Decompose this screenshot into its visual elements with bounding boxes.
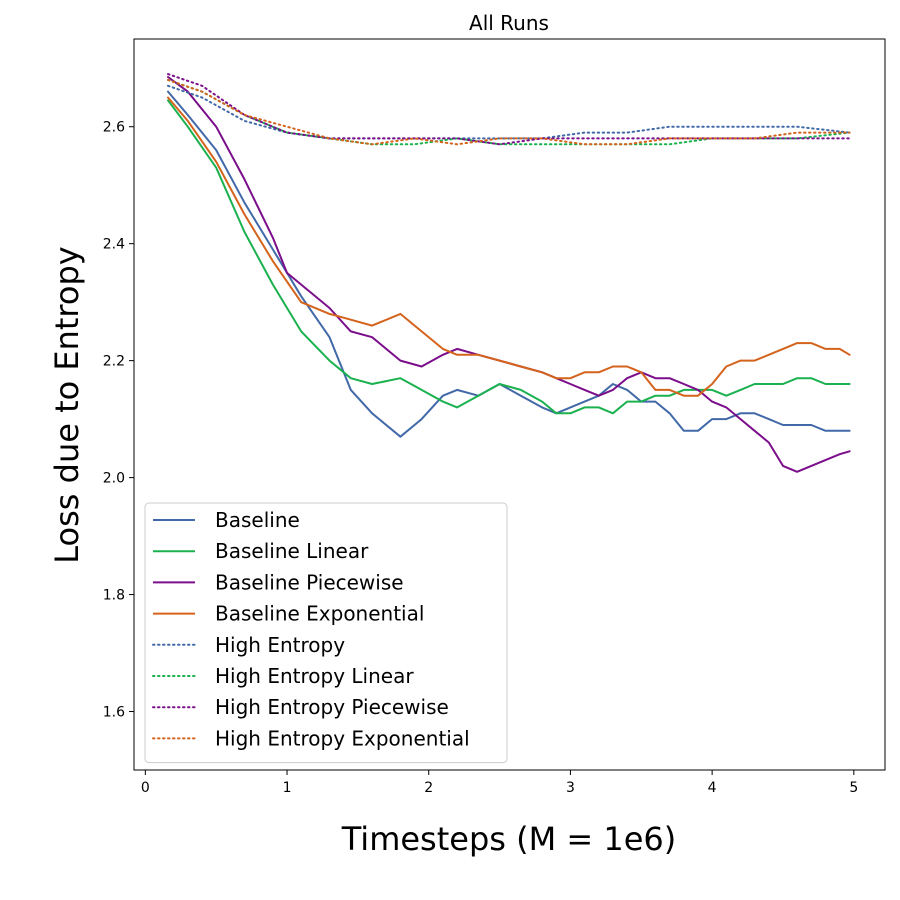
series-line-high-entropy-piecewise [167, 73, 851, 146]
y-tick-label: 2.0 [103, 471, 125, 487]
y-tick-label: 1.6 [103, 705, 125, 721]
legend-box [144, 502, 508, 764]
y-tick-label: 2.6 [103, 120, 125, 136]
legend-label: Baseline Piecewise [215, 570, 404, 594]
x-tick-label: 5 [849, 780, 858, 796]
y-tick-label: 2.4 [103, 237, 125, 253]
series-line-baseline-linear [167, 99, 851, 415]
legend: Baseline Baseline Linear Baseline Piecewis… [144, 502, 508, 764]
legend-label: High Entropy [215, 633, 345, 657]
series-line-baseline-exponential [167, 96, 851, 397]
series-line-baseline [167, 90, 851, 438]
y-tick-label: 2.2 [103, 354, 125, 370]
legend-label: Baseline Linear [215, 539, 369, 563]
series-line-high-entropy-linear [167, 78, 851, 146]
series-line-baseline-piecewise [167, 76, 851, 473]
legend-label: High Entropy Linear [215, 664, 414, 688]
legend-label: Baseline [215, 508, 300, 532]
y-axis-label: Loss due to Entropy [48, 246, 86, 563]
x-axis-label: Timesteps (M = 1e6) [341, 820, 677, 858]
series-line-high-entropy [167, 84, 851, 140]
x-axis: 0 1 2 3 4 5 [141, 770, 858, 796]
x-tick-label: 1 [283, 780, 292, 796]
x-tick-label: 4 [708, 780, 717, 796]
legend-label: Baseline Exponential [215, 602, 424, 626]
legend-label: High Entropy Piecewise [215, 695, 449, 719]
series-layer [167, 73, 851, 473]
legend-label: High Entropy Exponential [215, 726, 470, 750]
x-tick-label: 2 [424, 780, 433, 796]
chart-title: All Runs [469, 11, 549, 35]
y-tick-label: 1.8 [103, 588, 125, 604]
series-line-high-entropy-exponential [167, 78, 851, 146]
x-tick-label: 0 [141, 780, 150, 796]
x-tick-label: 3 [566, 780, 575, 796]
plot-frame [133, 38, 886, 771]
y-axis: 1.6 1.8 2.0 2.2 2.4 2.6 [103, 120, 134, 721]
